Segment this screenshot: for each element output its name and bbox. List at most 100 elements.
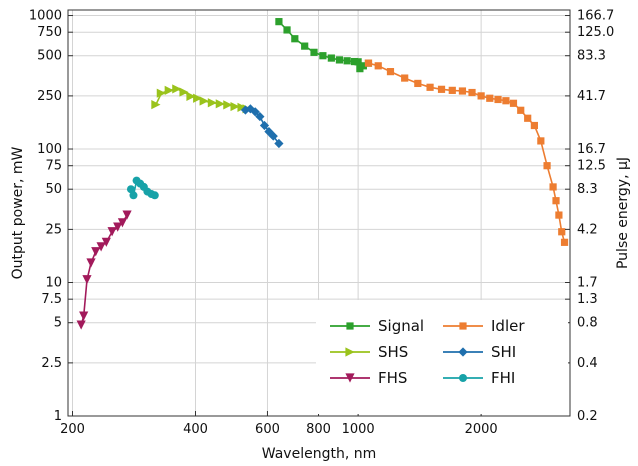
- y2-tick-label: 83.3: [577, 49, 606, 64]
- series-layer: [76, 18, 569, 330]
- x-tick-label: 800: [306, 422, 331, 437]
- series-shs: [151, 84, 252, 114]
- data-point-shs: [223, 100, 233, 110]
- data-point-fhs: [96, 242, 106, 252]
- x-tick-label: 2000: [465, 422, 498, 437]
- data-point-idler: [426, 83, 434, 91]
- data-point-idler: [448, 86, 456, 94]
- data-point-shs: [215, 99, 225, 109]
- series-line-idler: [368, 62, 566, 243]
- data-point-shs: [179, 87, 189, 97]
- data-point-shs: [237, 102, 247, 113]
- x-tick-label: 400: [183, 422, 208, 437]
- legend-marker-idler: [459, 322, 467, 330]
- x-tick-label: 600: [255, 422, 280, 437]
- data-point-idler: [502, 97, 510, 105]
- legend-item-fhi: FHI: [443, 369, 515, 387]
- data-point-signal: [275, 18, 283, 26]
- y-tick-label: 1: [54, 409, 62, 424]
- axes: 200 400 600 800 1000 200012.557.5102550751002…: [29, 9, 614, 437]
- data-point-shi: [268, 131, 278, 141]
- legend-label-shs: SHS: [378, 343, 408, 361]
- y-tick-label: 5: [54, 316, 62, 331]
- y-tick-label: 500: [37, 49, 62, 64]
- series-idler: [364, 59, 569, 246]
- legend-item-idler: Idler: [443, 317, 525, 335]
- x-tick-label: 200: [60, 422, 85, 437]
- data-point-shs: [193, 93, 203, 103]
- data-point-shs: [186, 91, 196, 101]
- data-point-fhs: [82, 275, 92, 285]
- y-tick-label: 1000: [29, 9, 62, 24]
- y2-tick-label: 0.4: [577, 356, 598, 371]
- data-point-idler: [552, 197, 560, 205]
- data-point-signal: [283, 26, 291, 34]
- data-point-signal: [301, 42, 309, 50]
- data-point-fhs: [91, 247, 101, 257]
- data-point-signal: [310, 48, 318, 56]
- legend-item-fhs: FHS: [330, 369, 407, 387]
- y2-tick-label: 1.3: [577, 292, 598, 307]
- data-point-idler: [374, 62, 382, 70]
- data-point-idler: [524, 114, 532, 122]
- y2-tick-label: 16.7: [577, 142, 606, 157]
- y2-tick-label: 41.7: [577, 89, 606, 104]
- data-point-fhi: [150, 191, 159, 200]
- data-point-shs: [230, 101, 240, 112]
- legend-item-shs: SHS: [330, 343, 408, 361]
- grid-lines: [68, 10, 570, 417]
- legend-label-fhi: FHI: [491, 369, 515, 387]
- y-axis-label: Output power, mW: [10, 146, 26, 279]
- data-point-idler: [437, 85, 446, 93]
- legend-label-shi: SHI: [491, 343, 516, 361]
- legend-background: [316, 300, 568, 414]
- data-point-idler: [543, 162, 551, 170]
- data-point-shi: [245, 104, 255, 114]
- y2-tick-label: 8.3: [577, 182, 598, 197]
- data-point-signal: [359, 62, 367, 70]
- data-point-signal: [354, 58, 362, 66]
- data-point-signal: [335, 56, 344, 64]
- data-point-idler: [458, 87, 467, 95]
- data-point-fhs: [101, 237, 111, 247]
- legend-item-shi: SHI: [443, 343, 516, 361]
- data-point-idler: [386, 68, 395, 76]
- data-point-fhs: [107, 227, 117, 237]
- y-tick-label: 10: [45, 276, 62, 291]
- data-point-shs: [207, 98, 218, 108]
- legend-label-fhs: FHS: [378, 369, 407, 387]
- data-point-idler: [494, 95, 502, 104]
- data-point-shi: [255, 111, 265, 122]
- data-point-fhs: [76, 320, 86, 330]
- data-point-idler: [530, 121, 538, 130]
- data-point-idler: [555, 211, 563, 219]
- y2-axis-label: Pulse energy, µJ: [615, 157, 631, 269]
- series-signal: [275, 18, 373, 73]
- data-point-signal: [327, 54, 335, 62]
- series-fhi: [126, 176, 159, 200]
- legend-label-signal: Signal: [378, 317, 424, 335]
- data-point-idler: [414, 79, 422, 88]
- data-point-idler: [517, 106, 525, 114]
- legend-marker-shi: [458, 347, 468, 357]
- data-point-shs: [156, 88, 166, 98]
- legend-label-idler: Idler: [491, 317, 525, 335]
- y-tick-label: 2.5: [41, 356, 62, 371]
- y-tick-label: 100: [37, 142, 62, 157]
- y2-tick-label: 12.5: [577, 159, 606, 174]
- y2-tick-label: 0.2: [577, 409, 598, 424]
- data-point-shi: [259, 120, 270, 131]
- series-shi: [240, 104, 284, 149]
- y-tick-label: 750: [37, 25, 62, 40]
- y2-tick-label: 166.7: [577, 9, 614, 24]
- legend-marker-fhs: [345, 373, 355, 383]
- data-point-fhs: [122, 210, 132, 220]
- y2-tick-label: 125.0: [577, 25, 614, 40]
- y-tick-label: 7.5: [41, 292, 62, 307]
- data-point-idler: [549, 183, 557, 191]
- data-point-idler: [558, 228, 566, 236]
- y-tick-label: 50: [45, 182, 62, 197]
- y2-tick-label: 4.2: [577, 222, 598, 237]
- data-point-fhs: [117, 218, 128, 228]
